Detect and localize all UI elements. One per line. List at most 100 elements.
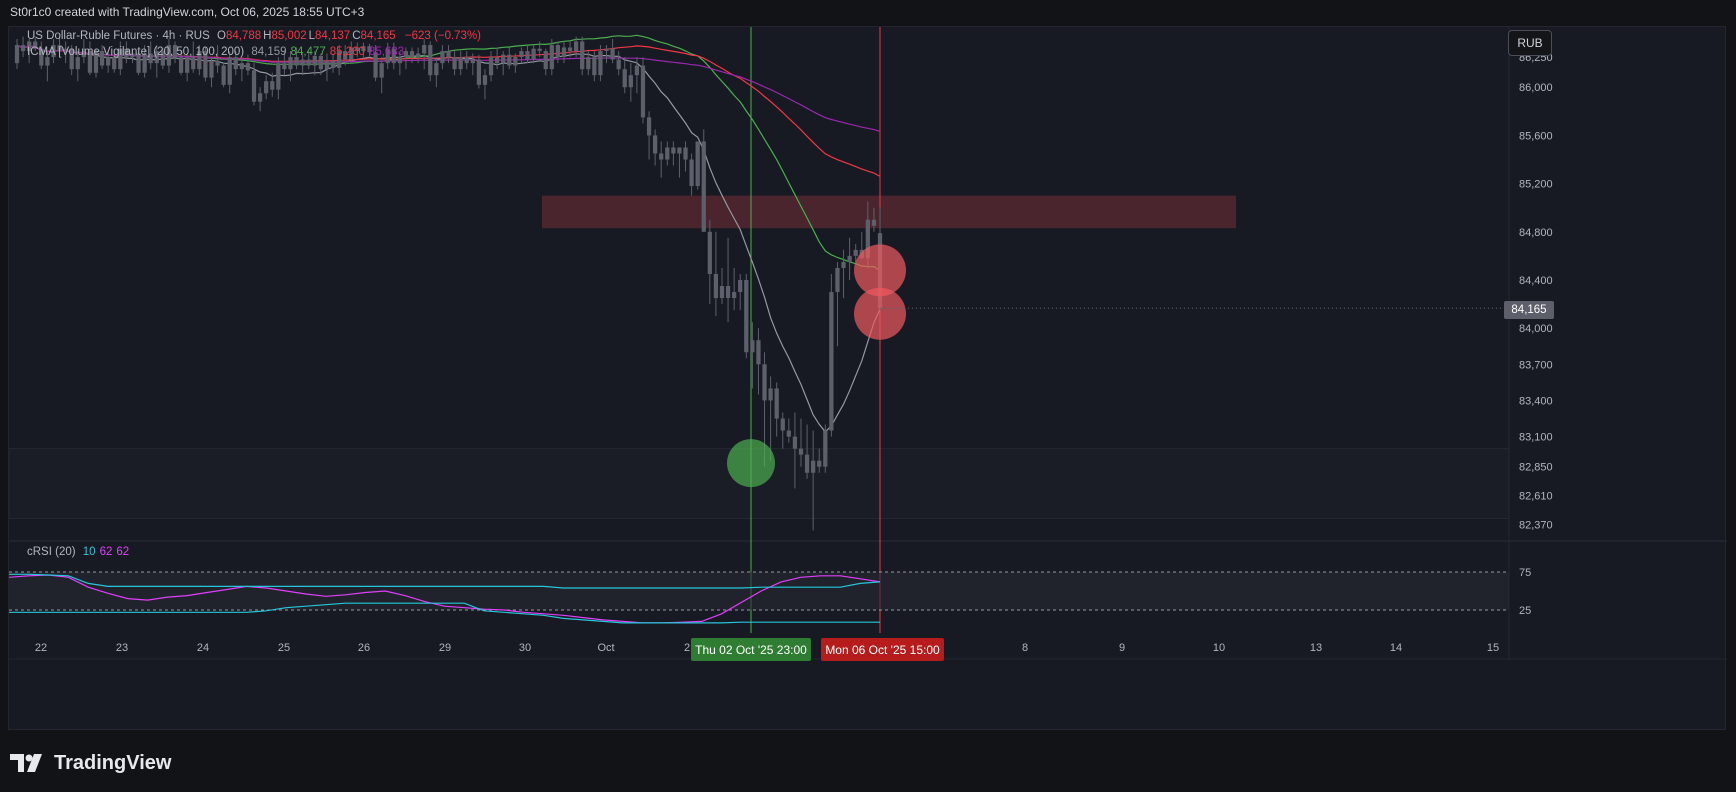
candle-body xyxy=(312,55,317,66)
candle-body xyxy=(452,57,457,70)
time-tick-label: 24 xyxy=(197,642,209,654)
candle-body xyxy=(610,48,615,60)
crsi-value: 10 xyxy=(82,546,96,558)
ma-value: 84,159 xyxy=(251,46,287,58)
candle-body xyxy=(798,448,804,455)
price-tick-label: 83,400 xyxy=(1519,395,1553,407)
price-tick-label: 82,850 xyxy=(1519,462,1553,474)
time-tick-label: 26 xyxy=(358,642,370,654)
candle-body xyxy=(75,57,80,70)
currency-button[interactable]: RUB xyxy=(1508,30,1552,56)
candle-body xyxy=(39,48,44,66)
candle-body xyxy=(841,261,846,268)
candle-body xyxy=(106,57,111,66)
candle-body xyxy=(732,292,737,299)
candle-body xyxy=(288,57,293,70)
candle-body xyxy=(555,45,561,58)
time-tick-label: 13 xyxy=(1310,642,1322,654)
chart-canvas[interactable]: 86,25086,00085,60085,20084,80084,40084,0… xyxy=(9,27,1727,731)
candle-body xyxy=(665,147,670,160)
candle-body xyxy=(45,57,50,66)
candle-body xyxy=(93,51,99,73)
ohlc-o: O84,788 xyxy=(216,30,262,42)
tradingview-brand: TradingView xyxy=(54,751,172,774)
indicator-legend[interactable]: ICMA [Volume Vigilante] (20, 50, 100, 20… xyxy=(27,46,412,58)
ma-value: 85,633 xyxy=(368,46,405,58)
price-tick-label: 86,000 xyxy=(1519,82,1553,94)
candle-body xyxy=(640,65,646,118)
time-tick-label: Oct xyxy=(597,642,614,654)
candle-body xyxy=(391,48,396,64)
crsi-values: 10 62 62 xyxy=(83,546,133,558)
candle-body xyxy=(233,57,238,70)
tradingview-logo[interactable]: TradingView xyxy=(10,748,171,778)
candle-body xyxy=(367,46,372,53)
candle-body xyxy=(422,45,427,54)
candle-body xyxy=(118,48,123,70)
time-tick-label: 29 xyxy=(439,642,451,654)
candle-body xyxy=(543,51,548,70)
time-tick-label: 2 xyxy=(684,642,690,654)
candle-body xyxy=(178,57,184,73)
candle-body xyxy=(51,45,56,58)
price-change: −623 (−0.73%) xyxy=(404,30,482,42)
candle-body xyxy=(385,48,390,64)
price-tick-label: 82,370 xyxy=(1519,520,1553,532)
buy-marker xyxy=(727,439,775,488)
candle-body xyxy=(197,51,202,70)
candle-body xyxy=(804,454,810,473)
candle-body xyxy=(166,45,172,66)
candle-body xyxy=(476,59,482,85)
candle-body xyxy=(695,141,700,187)
candle-body xyxy=(185,57,190,73)
candle-body xyxy=(598,51,603,76)
candle-body xyxy=(227,57,232,85)
candle-body xyxy=(561,47,567,58)
candle-body xyxy=(318,55,324,70)
time-tick-label: 25 xyxy=(278,642,290,654)
ohlc-h: H85,002 xyxy=(263,30,307,42)
candle-body xyxy=(191,57,196,70)
candle-body xyxy=(361,46,366,52)
crsi-legend[interactable]: cRSI (20) 10 62 62 xyxy=(27,546,137,558)
candle-body xyxy=(774,388,779,419)
candle-body xyxy=(324,60,330,70)
symbol-legend[interactable]: US Dollar-Ruble Futures · 4h · RUS O84,7… xyxy=(27,30,485,42)
candle-body xyxy=(786,430,791,437)
candle-body xyxy=(440,51,445,64)
tradingview-logo-icon xyxy=(10,754,42,772)
candle-body xyxy=(531,48,536,60)
candle-body xyxy=(245,63,251,71)
ma-value: 85,260 xyxy=(329,46,365,58)
candle-body xyxy=(634,65,640,76)
candle-body xyxy=(349,47,354,60)
candle-body xyxy=(209,60,214,78)
crsi-series-2 xyxy=(9,602,880,624)
candle-body xyxy=(251,70,257,102)
chart-frame[interactable]: 86,250 86,000 85,600 85,200 84,800 84,400 84,0… xyxy=(8,26,1727,731)
candle-body xyxy=(847,255,852,262)
candle-body xyxy=(616,59,621,70)
price-tick-label: 84,400 xyxy=(1519,275,1553,287)
candle-body xyxy=(69,48,74,70)
candle-body xyxy=(573,41,579,52)
candle-body xyxy=(768,388,773,401)
candle-body xyxy=(264,81,269,94)
candle-body xyxy=(659,153,664,160)
candle-body xyxy=(513,57,518,66)
candle-body xyxy=(148,53,153,64)
candle-body xyxy=(343,51,348,60)
attribution-text: St0r1c0 created with TradingView.com, Oc… xyxy=(10,5,365,19)
candle-body xyxy=(750,340,755,353)
candle-body xyxy=(57,45,62,52)
candle-body xyxy=(835,267,840,293)
candle-body xyxy=(744,279,749,353)
candle-body xyxy=(762,364,767,401)
candle-body xyxy=(707,231,712,274)
candle-body xyxy=(282,63,287,70)
candle-body xyxy=(81,51,86,58)
candle-body xyxy=(586,57,591,70)
crsi-tick-label: 25 xyxy=(1519,605,1531,617)
candle-body xyxy=(112,57,117,70)
candle-body xyxy=(817,460,822,467)
